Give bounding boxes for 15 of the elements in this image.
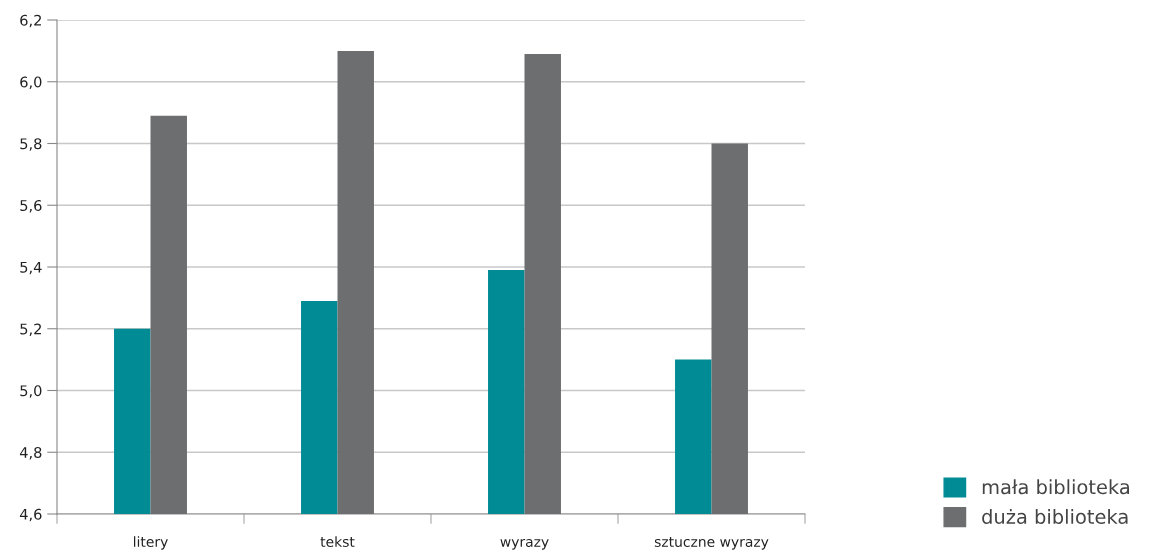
y-tick-label: 6,0 xyxy=(20,76,42,89)
y-tick-label: 5,6 xyxy=(20,199,42,213)
legend-label: duża biblioteka xyxy=(982,508,1128,525)
x-tick-label: sztuczne wyrazy xyxy=(654,537,769,550)
y-tick-label: 5,8 xyxy=(20,138,42,151)
x-tick-label: wyrazy xyxy=(500,539,549,550)
y-tick-label: 5,2 xyxy=(20,323,41,336)
x-tick-label: litery xyxy=(133,536,168,550)
y-tick-label: 6,2 xyxy=(20,14,41,28)
y-tick-label: 4,6 xyxy=(19,508,42,522)
legend-label: mała biblioteka xyxy=(982,479,1130,495)
x-tick-label: tekst xyxy=(320,536,355,547)
y-tick-label: 5,0 xyxy=(20,385,42,398)
y-tick-label: 5,4 xyxy=(20,261,42,275)
y-tick-label: 4,8 xyxy=(19,446,42,460)
